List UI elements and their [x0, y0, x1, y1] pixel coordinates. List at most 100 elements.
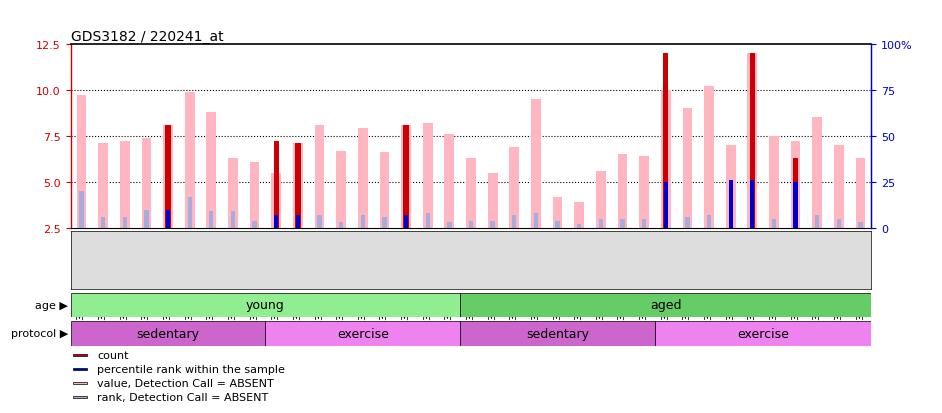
Bar [274, 212, 279, 228]
Bar [655, 321, 871, 346]
Bar [73, 396, 87, 398]
Bar [141, 138, 152, 228]
Bar [790, 142, 801, 228]
Text: value, Detection Call = ABSENT: value, Detection Call = ABSENT [97, 378, 274, 388]
Bar [685, 217, 690, 228]
Bar [793, 183, 798, 228]
Bar [404, 216, 408, 228]
Bar [296, 216, 300, 228]
Bar [447, 223, 451, 228]
Bar [642, 219, 646, 228]
Bar [728, 180, 733, 228]
Bar [361, 216, 365, 228]
Bar [488, 173, 497, 228]
Bar [705, 87, 714, 228]
Bar [76, 96, 87, 228]
Bar [382, 217, 386, 228]
Bar [728, 180, 733, 228]
Bar [271, 173, 281, 228]
Bar [317, 216, 321, 228]
Bar [209, 212, 214, 228]
Bar [706, 216, 711, 228]
Bar [266, 321, 461, 346]
Bar [166, 210, 171, 228]
Bar [836, 219, 841, 228]
Bar [358, 129, 367, 228]
Bar [531, 100, 541, 228]
Text: exercise: exercise [738, 327, 789, 340]
Bar [206, 113, 216, 228]
Text: sedentary: sedentary [137, 327, 200, 340]
Bar [187, 197, 192, 228]
Bar [252, 221, 257, 228]
Text: protocol ▶: protocol ▶ [10, 328, 68, 338]
Bar [596, 171, 606, 228]
Bar [793, 159, 798, 228]
Bar [747, 54, 757, 228]
Bar [575, 203, 584, 228]
Bar [73, 382, 87, 384]
Bar [185, 93, 195, 228]
Bar [274, 216, 279, 228]
Bar [769, 136, 779, 228]
Bar [336, 151, 346, 228]
Bar [793, 216, 798, 228]
Bar [663, 183, 668, 228]
Text: young: young [246, 299, 284, 312]
Bar [228, 159, 237, 228]
Bar [404, 216, 408, 228]
Text: count: count [97, 350, 128, 360]
Bar [445, 135, 454, 228]
Bar [599, 219, 603, 228]
Bar [621, 219, 625, 228]
Bar [512, 216, 516, 228]
Bar [423, 123, 432, 228]
Bar [315, 126, 324, 228]
Bar [556, 221, 560, 228]
Bar [401, 126, 411, 228]
Bar [510, 147, 519, 228]
Bar [469, 221, 473, 228]
Bar [296, 216, 300, 228]
Bar [553, 197, 562, 228]
Bar [250, 162, 259, 228]
Bar [273, 142, 279, 228]
Bar [461, 321, 655, 346]
Bar [120, 142, 130, 228]
Bar [577, 225, 581, 228]
Text: percentile rank within the sample: percentile rank within the sample [97, 364, 284, 374]
Text: exercise: exercise [337, 327, 389, 340]
Text: age ▶: age ▶ [35, 300, 68, 310]
Bar [663, 183, 668, 228]
Bar [661, 90, 671, 228]
Bar [380, 153, 389, 228]
Bar [461, 293, 871, 318]
Bar [293, 144, 302, 228]
Bar [466, 159, 476, 228]
Bar [812, 118, 822, 228]
Bar [771, 219, 776, 228]
Text: GDS3182 / 220241_at: GDS3182 / 220241_at [71, 30, 223, 44]
Bar [815, 216, 820, 228]
Bar [101, 217, 106, 228]
Bar [163, 126, 173, 228]
Bar [618, 155, 627, 228]
Bar [71, 293, 461, 318]
Bar [858, 223, 863, 228]
Text: rank, Detection Call = ABSENT: rank, Detection Call = ABSENT [97, 392, 268, 402]
Bar [534, 214, 538, 228]
Bar [750, 180, 755, 228]
Bar [295, 144, 300, 228]
Bar [426, 214, 430, 228]
Bar [166, 210, 171, 228]
Bar [403, 126, 409, 228]
Text: sedentary: sedentary [526, 327, 589, 340]
Bar [73, 368, 87, 370]
Bar [683, 109, 692, 228]
Bar [73, 354, 87, 356]
Bar [750, 180, 755, 228]
Bar [166, 126, 171, 228]
Bar [231, 212, 236, 228]
Bar [71, 321, 266, 346]
Bar [750, 54, 755, 228]
